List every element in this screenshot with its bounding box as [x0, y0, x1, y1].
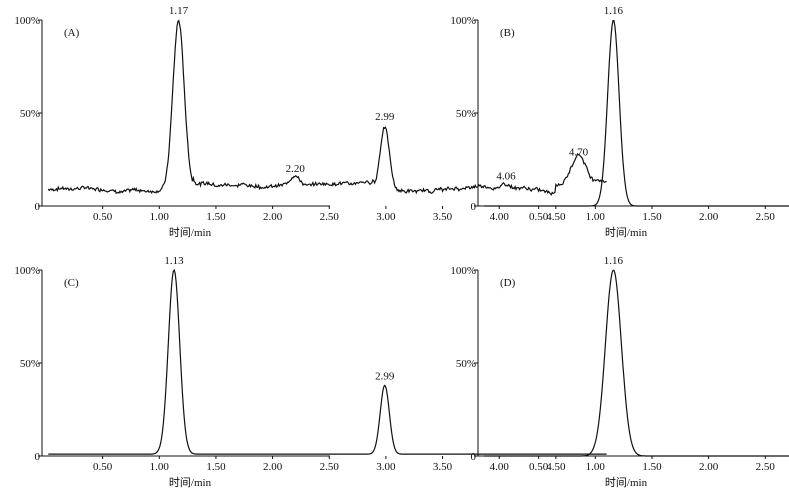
- x-axis-title: 时间/min: [605, 476, 648, 489]
- y-tick-label: 50%: [20, 358, 40, 370]
- peak-label: 1.13: [164, 255, 184, 267]
- x-tick-label: 2.50: [756, 211, 776, 223]
- peak-label: 4.70: [569, 146, 589, 158]
- x-axis-title: 时间/min: [169, 476, 212, 489]
- x-tick-label: 1.00: [150, 461, 170, 473]
- chromatogram-panel-a: 0 50% 100% 0.50 1.00 1.50 2.00 2.50 3.00 3.50 4.00…: [14, 5, 607, 239]
- x-tick-label: 2.50: [756, 461, 776, 473]
- x-tick-label: 4.00: [490, 461, 510, 473]
- peak-label: 2.99: [375, 370, 395, 382]
- chromatogram-panel-b: 050%100%0.501.001.502.002.503.003.504.00…: [450, 5, 789, 239]
- y-tick-label: 50%: [456, 108, 476, 120]
- x-tick-label: 4.50: [546, 211, 566, 223]
- x-tick-label: 1.00: [586, 211, 606, 223]
- chromatogram-trace: [47, 19, 607, 196]
- y-tick-label: 100%: [14, 15, 40, 27]
- x-tick-label: 4.00: [490, 211, 510, 223]
- x-tick-label: 2.50: [320, 461, 340, 473]
- x-tick-label: 2.00: [263, 211, 283, 223]
- x-tick-label: 1.00: [150, 211, 170, 223]
- y-tick-label: 0: [471, 201, 477, 213]
- x-tick-label: 3.00: [376, 461, 396, 473]
- panel-label: (D): [500, 277, 516, 289]
- x-tick-label: 3.50: [433, 211, 453, 223]
- peak-label: 2.20: [286, 163, 306, 175]
- panel-label: (C): [64, 277, 79, 289]
- x-tick-label: 0.50: [529, 211, 549, 223]
- x-tick-label: 0.50: [529, 461, 549, 473]
- chromatogram-trace: [484, 20, 789, 207]
- x-tick-label: 3.50: [433, 461, 453, 473]
- chromatogram-panel-c: 0 50% 100% 0.50 1.00 1.50 2.00 2.50 3.00 3.50 4.00…: [14, 255, 607, 489]
- y-tick-label: 100%: [14, 265, 40, 277]
- peak-label: 1.16: [604, 5, 624, 17]
- x-tick-label: 2.50: [320, 211, 340, 223]
- x-tick-label: 2.00: [699, 461, 719, 473]
- x-tick-label: 0.50: [93, 461, 113, 473]
- y-tick-label: 50%: [456, 358, 476, 370]
- chromatogram-trace: [48, 268, 607, 455]
- y-tick-label: 50%: [20, 108, 40, 120]
- x-tick-label: 2.00: [699, 211, 719, 223]
- peak-label: 2.99: [375, 111, 395, 123]
- x-axis-title: 时间/min: [169, 226, 212, 239]
- chromatogram-panel-d: 050%100%0.501.001.502.002.503.003.504.00…: [450, 255, 789, 489]
- y-tick-label: 100%: [450, 265, 476, 277]
- chromatogram-trace: [484, 269, 789, 457]
- x-tick-label: 1.50: [642, 211, 662, 223]
- x-tick-label: 1.50: [206, 211, 226, 223]
- x-tick-label: 4.50: [546, 461, 566, 473]
- x-axis-title: 时间/min: [605, 226, 648, 239]
- x-tick-label: 1.50: [206, 461, 226, 473]
- y-tick-label: 0: [35, 451, 41, 463]
- x-tick-label: 1.00: [586, 461, 606, 473]
- panel-label: (B): [500, 27, 515, 39]
- y-tick-label: 100%: [450, 15, 476, 27]
- y-tick-label: 0: [471, 451, 477, 463]
- panel-label: (A): [64, 27, 80, 39]
- peak-label: 1.16: [604, 255, 624, 267]
- y-tick-label: 0: [35, 201, 41, 213]
- peak-label: 1.17: [169, 5, 189, 17]
- x-tick-label: 0.50: [93, 211, 113, 223]
- x-tick-label: 2.00: [263, 461, 283, 473]
- x-tick-label: 3.00: [376, 211, 396, 223]
- x-tick-label: 1.50: [642, 461, 662, 473]
- peak-label: 4.06: [496, 171, 516, 183]
